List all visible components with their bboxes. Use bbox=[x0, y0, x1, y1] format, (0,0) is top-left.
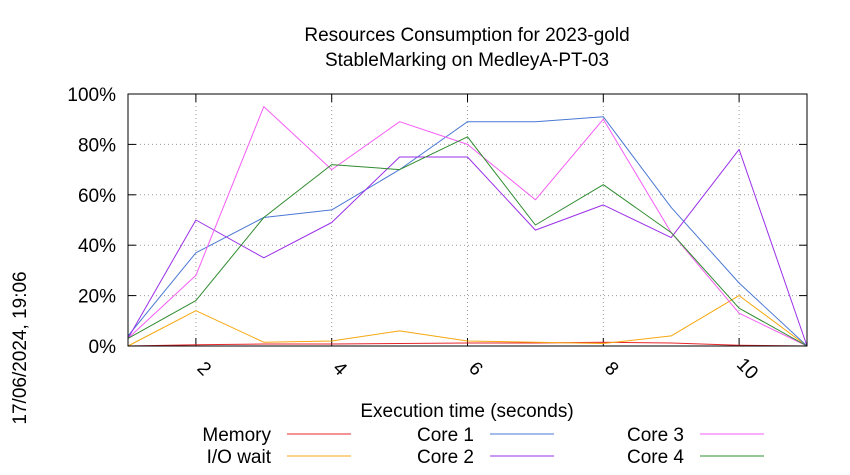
series-group bbox=[127, 106, 808, 347]
chart-subtitle: StableMarking on MedleyA-PT-03 bbox=[325, 50, 609, 71]
x-tick-label: 2 bbox=[193, 358, 215, 380]
series-line-i-o-wait bbox=[127, 295, 808, 347]
x-tick-label: 8 bbox=[600, 358, 622, 380]
legend-label: I/O wait bbox=[207, 447, 272, 468]
grid bbox=[128, 94, 807, 346]
x-tick-label: 6 bbox=[464, 358, 486, 380]
y-tick-label: 0% bbox=[89, 337, 117, 358]
y-tick-label: 20% bbox=[78, 287, 116, 308]
x-axis-label: Execution time (seconds) bbox=[360, 401, 573, 422]
series-line-core-1 bbox=[127, 116, 808, 347]
plot-frame bbox=[127, 93, 808, 347]
x-tick-label: 4 bbox=[328, 358, 351, 381]
side-timestamp: 17/06/2024, 19:06 bbox=[10, 271, 31, 424]
y-tick-label: 40% bbox=[78, 236, 116, 257]
chart-title: Resources Consumption for 2023-gold bbox=[304, 25, 629, 46]
x-tick-label: 10 bbox=[732, 354, 762, 384]
legend-label: Memory bbox=[202, 425, 271, 446]
legend-label: Core 3 bbox=[627, 425, 684, 446]
series-line-memory bbox=[127, 341, 808, 347]
legend-label: Core 2 bbox=[417, 447, 474, 468]
legend-label: Core 4 bbox=[627, 447, 684, 468]
y-tick-label: 60% bbox=[78, 186, 116, 207]
y-tick-label: 80% bbox=[78, 135, 116, 156]
series-line-core-3 bbox=[127, 106, 808, 347]
legend-label: Core 1 bbox=[417, 425, 474, 446]
y-tick-label: 100% bbox=[67, 85, 116, 106]
series-line-core-4 bbox=[127, 136, 808, 347]
